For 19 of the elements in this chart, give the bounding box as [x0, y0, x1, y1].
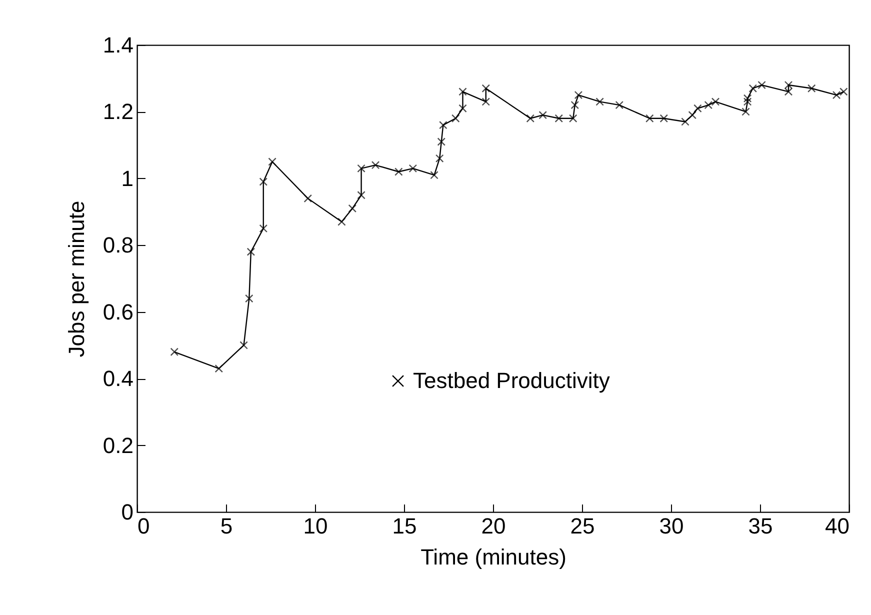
y-tick-label: 0.4 — [102, 366, 134, 392]
x-tick-label: 0 — [138, 514, 150, 538]
legend-label: Testbed Productivity — [413, 368, 610, 393]
x-tick-label: 10 — [303, 514, 328, 538]
y-tick-label: 0.2 — [102, 432, 134, 458]
x-tick-label: 40 — [825, 514, 850, 538]
y-tick-label: 0.8 — [102, 232, 134, 258]
x-axis-title: Time (minutes) — [420, 544, 566, 570]
x-tick-label: 5 — [220, 514, 233, 538]
y-tick-label: 1 — [121, 166, 134, 191]
x-tick-label: 15 — [392, 514, 417, 538]
y-axis-title: Jobs per minute — [64, 200, 89, 358]
y-tick-label: 1.2 — [102, 99, 134, 124]
x-tick-label: 20 — [481, 514, 506, 538]
y-tick-label: 0.6 — [102, 299, 134, 324]
x-tick-label: 30 — [659, 514, 684, 538]
x-tick-label: 25 — [570, 514, 595, 538]
x-tick-label: 35 — [748, 514, 773, 538]
y-tick-label: 1.4 — [102, 32, 134, 58]
